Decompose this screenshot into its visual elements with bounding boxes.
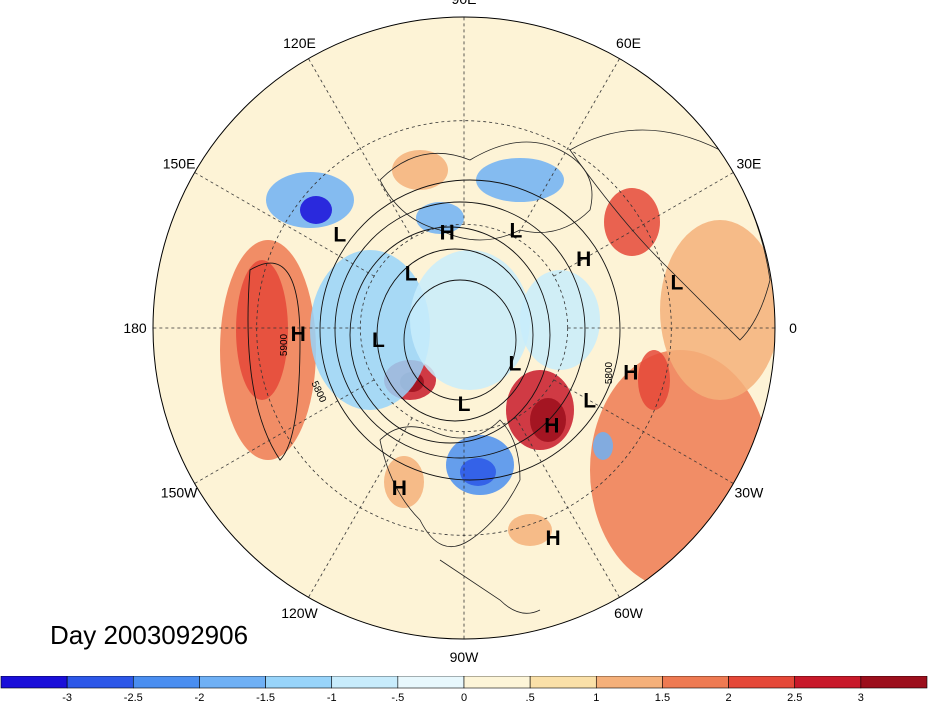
low-pressure-label: L xyxy=(372,329,385,352)
colorbar-box xyxy=(397,676,465,689)
low-pressure-label: L xyxy=(583,390,596,413)
colorbar-tick-label: 2.5 xyxy=(787,692,802,702)
colorbar-tick-label: -1 xyxy=(327,692,337,702)
colorbar-box xyxy=(199,676,266,689)
colorbar-tick-label: -2 xyxy=(195,692,205,702)
low-pressure-label: L xyxy=(405,262,418,285)
colorbar-box xyxy=(463,676,531,689)
low-pressure-label: L xyxy=(509,219,522,242)
contour-value-label: 5900 xyxy=(279,333,290,356)
date-title: Day 2003092906 xyxy=(50,620,249,650)
longitude-label: 30E xyxy=(736,156,761,172)
high-pressure-label: H xyxy=(623,362,638,385)
map-boundary xyxy=(152,16,776,640)
colorbar-tick-label: 1 xyxy=(593,692,599,702)
colorbar-box xyxy=(794,676,862,689)
longitude-label: 0 xyxy=(789,320,797,336)
longitude-label: 30W xyxy=(735,485,765,501)
colorbar-box xyxy=(132,676,200,689)
colorbar-tick-label: 0 xyxy=(461,692,467,702)
longitude-label: 150E xyxy=(163,156,196,172)
colorbar-box xyxy=(529,676,597,689)
colorbar-box xyxy=(860,676,928,689)
colorbar-box xyxy=(265,676,333,689)
polar-stereographic-map: 90E 60E 30E 0 30W 60W 90W 120W 150W 180 150E 120E H… xyxy=(123,0,797,665)
contour-value-label: 5800 xyxy=(604,361,615,384)
high-pressure-label: H xyxy=(576,248,591,271)
longitude-label: 120E xyxy=(283,35,316,51)
colorbar-box xyxy=(728,676,796,689)
high-pressure-label: H xyxy=(544,415,559,438)
low-pressure-label: L xyxy=(509,353,522,376)
high-pressure-label: H xyxy=(546,527,561,550)
colorbar-tick-label: -1.5 xyxy=(256,692,275,702)
colorbar-tick-label: -2.5 xyxy=(124,692,143,702)
colorbar-box xyxy=(66,676,134,689)
longitude-labels: 90E 60E 30E 0 30W 60W 90W 120W 150W 180 150E 120E xyxy=(123,0,797,665)
colorbar-box xyxy=(595,676,663,689)
high-pressure-label: H xyxy=(291,323,306,346)
longitude-label: 150W xyxy=(161,485,198,501)
longitude-label: 60E xyxy=(616,35,641,51)
colorbar-tick-label: 1.5 xyxy=(655,692,670,702)
graticule xyxy=(153,17,775,639)
low-pressure-label: L xyxy=(333,223,346,246)
longitude-label: 120W xyxy=(281,605,318,621)
colorbar-tick-label: .5 xyxy=(526,692,535,702)
colorbar-boxes xyxy=(0,676,928,689)
coastlines xyxy=(379,129,771,614)
longitude-label: 90E xyxy=(452,0,477,7)
colorbar-box xyxy=(0,676,68,689)
longitude-label: 180 xyxy=(123,320,147,336)
colorbar-tick-label: -.5 xyxy=(391,692,404,702)
high-pressure-label: H xyxy=(392,477,407,500)
colorbar-tick-label: 3 xyxy=(858,692,864,702)
low-pressure-label: L xyxy=(671,272,684,295)
height-contours xyxy=(247,179,621,481)
colorbar-tick-label: 2 xyxy=(726,692,732,702)
high-pressure-label: H xyxy=(440,222,455,245)
colorbar-box xyxy=(331,676,399,689)
longitude-label: 60W xyxy=(614,605,644,621)
low-pressure-label: L xyxy=(458,393,471,416)
colorbar: -3 -2.5 -2 -1.5 -1 -.5 0 .5 1 1.5 2 2.5 3 xyxy=(0,676,928,702)
colorbar-box xyxy=(662,676,729,689)
longitude-label: 90W xyxy=(450,649,480,665)
colorbar-tick-labels: -3 -2.5 -2 -1.5 -1 -.5 0 .5 1 1.5 2 2.5 3 xyxy=(62,692,864,702)
anomaly-shading xyxy=(220,150,775,590)
colorbar-tick-label: -3 xyxy=(62,692,72,702)
